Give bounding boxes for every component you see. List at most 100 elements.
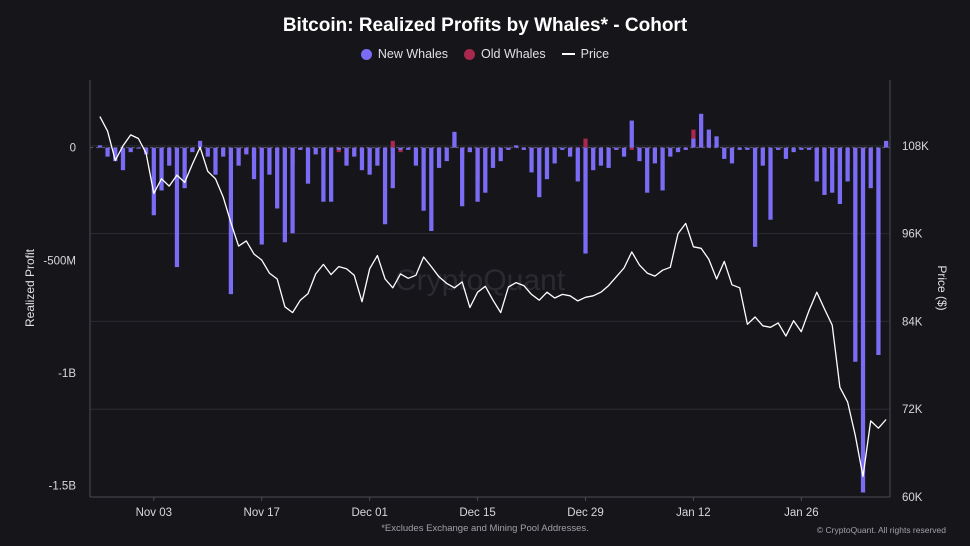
bar-new-whales: [598, 147, 604, 166]
bar-new-whales: [390, 147, 395, 189]
bar-new-whales: [668, 147, 673, 157]
bar-new-whales: [213, 147, 218, 175]
bar-new-whales: [244, 147, 249, 155]
bar-new-whales: [706, 129, 711, 148]
bar-new-whales: [583, 147, 588, 254]
legend-item-price[interactable]: Price: [561, 47, 610, 61]
price-line-swatch-icon: [561, 53, 575, 55]
y2-tick-label: 72K: [902, 404, 923, 416]
bar-new-whales: [822, 147, 827, 195]
bar-new-whales: [591, 147, 596, 171]
bar-new-whales: [344, 147, 349, 166]
bar-new-whales: [884, 140, 889, 148]
legend-label-new-whales: New Whales: [377, 47, 449, 61]
y-tick-label: -500M: [43, 255, 76, 267]
bar-new-whales: [460, 147, 465, 207]
bar-new-whales: [221, 147, 226, 157]
x-tick-label: Nov 17: [244, 507, 280, 519]
watermark-text: CryptoQuant: [395, 264, 566, 297]
bar-old-whales: [583, 138, 588, 148]
x-tick-label: Dec 01: [351, 507, 387, 519]
y2-tick-label: 96K: [902, 229, 923, 241]
bar-new-whales: [560, 147, 565, 150]
bar-new-whales: [113, 147, 118, 162]
bar-new-whales: [382, 147, 388, 225]
bar-new-whales: [675, 147, 681, 153]
bar-new-whales: [652, 147, 658, 164]
bar-new-whales: [737, 147, 742, 150]
bar-new-whales: [267, 147, 272, 175]
bar-new-whales: [868, 147, 873, 189]
y-axis-title: Realized Profit: [23, 248, 37, 327]
bar-new-whales: [699, 113, 704, 148]
x-tick-label: Jan 26: [784, 507, 819, 519]
bar-new-whales: [367, 147, 372, 175]
new-whales-bars: [97, 113, 889, 493]
bar-new-whales: [722, 147, 727, 159]
bar-new-whales: [552, 147, 557, 164]
chart-title: Bitcoin: Realized Profits by Whales* - C…: [282, 15, 688, 36]
y-tick-label: -1B: [58, 368, 76, 380]
bar-new-whales: [159, 147, 164, 191]
x-tick-label: Dec 29: [567, 507, 603, 519]
bar-new-whales: [660, 147, 665, 191]
bar-new-whales: [645, 147, 650, 193]
bar-new-whales: [799, 147, 804, 150]
bar-new-whales: [845, 147, 850, 182]
bar-new-whales: [429, 147, 434, 232]
bar-new-whales: [637, 147, 642, 162]
old-whales-swatch-icon: [464, 48, 476, 60]
bar-new-whales: [436, 147, 442, 168]
y2-axis-title: Price ($): [935, 265, 949, 310]
bar-new-whales: [529, 147, 534, 173]
bar-new-whales: [321, 147, 326, 202]
bar-new-whales: [298, 147, 303, 150]
bar-new-whales: [236, 147, 241, 166]
bar-new-whales: [105, 147, 110, 157]
bar-new-whales: [259, 147, 264, 245]
bar-new-whales: [760, 147, 765, 166]
bar-new-whales: [190, 147, 195, 153]
bar-new-whales: [606, 147, 611, 168]
bar-new-whales: [876, 147, 881, 355]
old-whales-bars: [105, 129, 873, 182]
legend-item-old-whales[interactable]: Old Whales: [464, 47, 546, 61]
bar-new-whales: [359, 147, 365, 171]
y2-tick-label: 108K: [902, 141, 929, 153]
bar-new-whales: [714, 136, 719, 148]
bar-new-whales: [621, 147, 627, 157]
new-whales-swatch-icon: [360, 48, 372, 60]
price-line: [99, 116, 887, 478]
bar-new-whales: [305, 147, 311, 184]
bar-new-whales: [629, 120, 634, 148]
bar-new-whales: [205, 147, 210, 157]
price-line-layer: [99, 116, 887, 478]
bar-new-whales: [197, 140, 203, 148]
x-tick-label: Dec 15: [459, 507, 495, 519]
bar-new-whales: [853, 147, 858, 362]
bar-new-whales: [567, 147, 573, 157]
x-tick-label: Jan 12: [676, 507, 711, 519]
bar-new-whales: [752, 147, 758, 247]
bar-old-whales: [390, 140, 395, 148]
bar-new-whales: [544, 147, 550, 180]
legend-label-old-whales: Old Whales: [481, 47, 546, 61]
bar-new-whales: [375, 147, 380, 166]
bar-new-whales: [167, 147, 172, 166]
bar-new-whales: [537, 147, 542, 198]
bar-new-whales: [120, 147, 126, 171]
bar-new-whales: [745, 147, 750, 150]
legend: New Whales Old Whales Price: [0, 47, 970, 61]
bar-new-whales: [467, 147, 472, 153]
bar-new-whales: [328, 147, 334, 202]
bar-new-whales: [97, 145, 102, 148]
bar-new-whales: [498, 147, 503, 162]
copyright-notice: © CryptoQuant. All rights reserved: [816, 525, 946, 535]
bar-new-whales: [421, 147, 426, 211]
bar-new-whales: [313, 147, 318, 155]
bar-new-whales: [837, 147, 843, 204]
legend-item-new-whales[interactable]: New Whales: [360, 47, 449, 61]
legend-label-price: Price: [580, 47, 610, 61]
bar-old-whales: [629, 147, 634, 150]
bar-new-whales: [251, 147, 257, 180]
